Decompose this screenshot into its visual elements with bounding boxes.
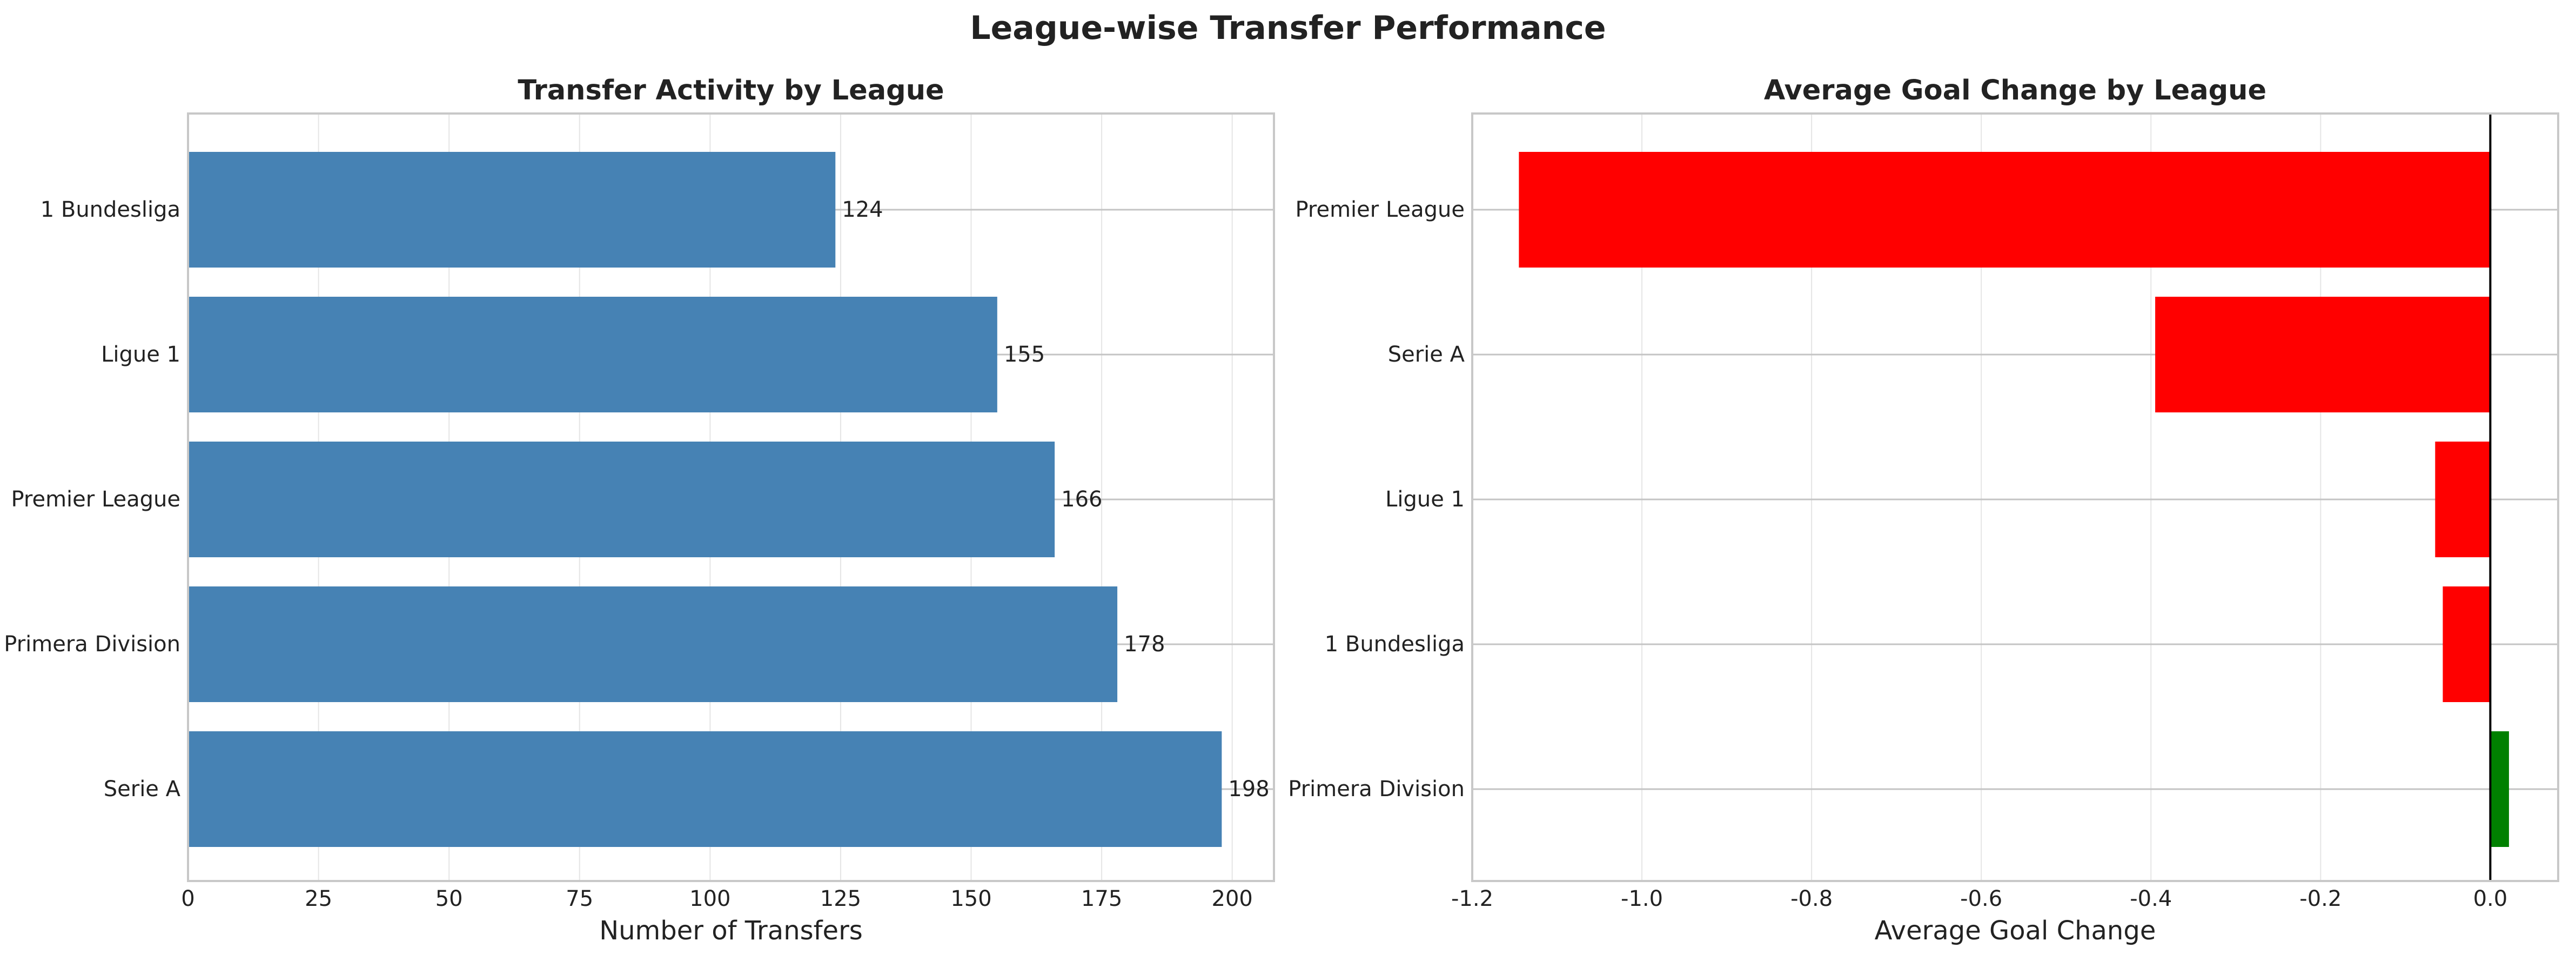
data-label-primera-division: 178: [1124, 632, 1165, 657]
x-tick-label: -0.4: [2130, 886, 2172, 911]
bar-serie-a: [2155, 297, 2491, 412]
bar-primera-division: [188, 586, 1118, 702]
bar-serie-a: [188, 731, 1222, 847]
panel-title-transfer-activity: Transfer Activity by League: [518, 75, 944, 106]
x-tick-label: 200: [1212, 886, 1253, 911]
bar-1-bundesliga: [188, 152, 836, 268]
y-tick-label: Premier League: [11, 487, 181, 512]
x-tick-label: 175: [1081, 886, 1122, 911]
x-tick-label: 75: [566, 886, 593, 911]
x-tick-label: -1.2: [1451, 886, 1493, 911]
data-label-premier-league: 166: [1061, 487, 1102, 512]
data-label-1-bundesliga: 124: [842, 197, 883, 222]
bar-primera-division: [2490, 731, 2509, 847]
x-tick-label: 0: [181, 886, 194, 911]
bar-premier-league: [188, 442, 1055, 557]
plot-frame: [187, 112, 1275, 882]
y-tick-label: Premier League: [1296, 197, 1465, 222]
plot-frame: [1471, 112, 2559, 882]
data-label-serie-a: 198: [1228, 777, 1269, 802]
x-tick-label: 100: [689, 886, 730, 911]
x-axis-label: Number of Transfers: [599, 916, 863, 946]
y-tick-label: 1 Bundesliga: [41, 197, 180, 222]
y-tick-label: Ligue 1: [1385, 487, 1465, 512]
x-tick-label: 0.0: [2473, 886, 2508, 911]
transfer-activity-chart: Transfer Activity by League 198 178 166 155…: [4, 75, 1275, 946]
panel-title-goal-change: Average Goal Change by League: [1764, 75, 2266, 106]
x-tick-label: 125: [820, 886, 861, 911]
x-tick-label: -1.0: [1621, 886, 1663, 911]
data-label-ligue-1: 155: [1004, 342, 1045, 367]
y-tick-label: Ligue 1: [101, 342, 180, 367]
bar-ligue-1: [188, 297, 997, 412]
bar-premier-league: [1519, 152, 2491, 268]
y-tick-label: 1 Bundesliga: [1325, 632, 1465, 657]
y-tick-label: Primera Division: [1288, 777, 1465, 802]
figure-title: League-wise Transfer Performance: [970, 9, 1606, 47]
y-tick-label: Serie A: [1388, 342, 1465, 367]
bar-1-bundesliga: [2443, 586, 2491, 702]
x-tick-label: 150: [950, 886, 991, 911]
x-tick-label: 50: [435, 886, 463, 911]
bar-ligue-1: [2435, 442, 2491, 557]
x-axis-label: Average Goal Change: [1875, 916, 2156, 946]
y-tick-label: Serie A: [104, 777, 181, 802]
x-tick-label: -0.2: [2299, 886, 2342, 911]
x-tick-label: 25: [305, 886, 332, 911]
x-tick-label: -0.8: [1790, 886, 1833, 911]
y-tick-label: Primera Division: [4, 632, 180, 657]
goal-change-chart: Average Goal Change by League Primera Di…: [1288, 75, 2559, 946]
x-tick-label: -0.6: [1960, 886, 2002, 911]
